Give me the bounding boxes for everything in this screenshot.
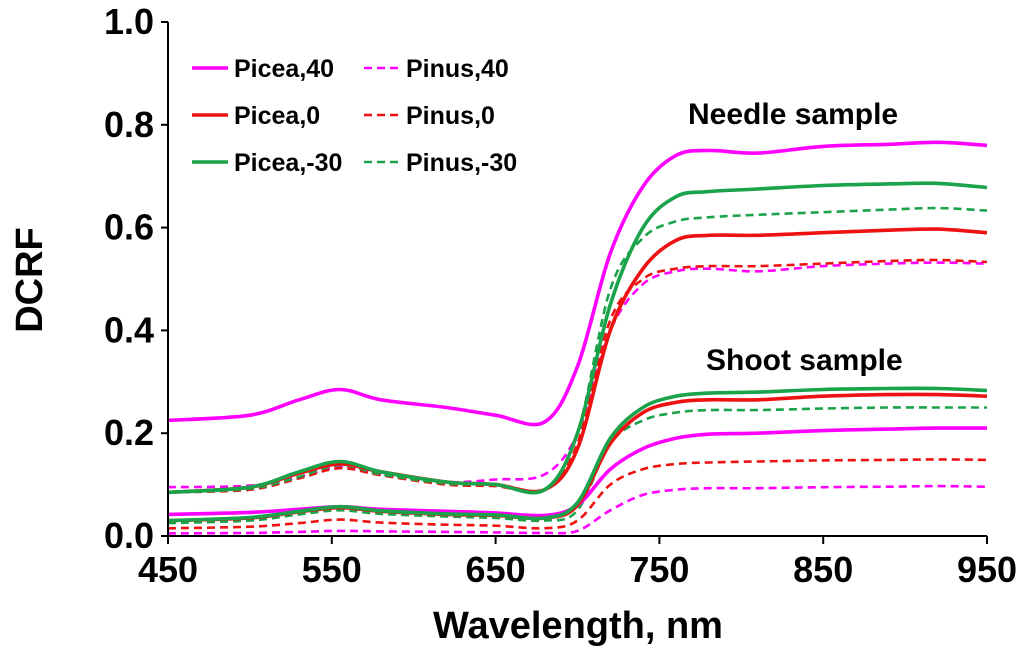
legend-label-picea-30: Picea,-30 <box>234 149 342 177</box>
x-tick-label: 850 <box>793 549 853 590</box>
x-tick-label: 550 <box>302 549 362 590</box>
series-line-needle-pinus-0 <box>167 258 988 494</box>
y-tick-label: 0.0 <box>104 515 154 556</box>
series-line-shoot-pinus-40 <box>167 484 988 535</box>
shoot-sample-annotation: Shoot sample <box>706 344 903 377</box>
series-line-needle-picea-40 <box>167 140 988 427</box>
y-tick-label: 0.8 <box>104 104 154 145</box>
legend: Picea,40 Pinus,40 Picea,0 Pinus,0 Picea,-30 P… <box>192 55 517 177</box>
needle-sample-annotation: Needle sample <box>688 98 898 131</box>
series-layer <box>167 140 988 535</box>
legend-label-pinus-40: Pinus,40 <box>406 55 509 83</box>
x-tick-label: 750 <box>629 549 689 590</box>
y-tick-label: 0.2 <box>104 412 154 453</box>
y-tick-label: 1.0 <box>104 1 154 42</box>
legend-label-picea-0: Picea,0 <box>234 102 320 130</box>
y-axis-title: DCRF <box>9 227 51 333</box>
x-axis-title: Wavelength, nm <box>433 605 723 647</box>
axes-layer: 0.0 0.2 0.4 0.6 0.8 1.0 450 550 650 750 850 950 <box>104 1 1017 590</box>
legend-label-pinus-0: Pinus,0 <box>406 102 495 130</box>
x-tick-label: 450 <box>138 549 198 590</box>
x-tick-label: 950 <box>957 549 1017 590</box>
series-line-needle-picea-0 <box>167 227 988 495</box>
x-tick-label: 650 <box>466 549 526 590</box>
y-tick-label: 0.6 <box>104 207 154 248</box>
series-line-needle-picea-30 <box>167 181 988 495</box>
y-tick-label: 0.4 <box>104 309 154 350</box>
legend-label-pinus-30: Pinus,-30 <box>406 149 517 177</box>
series-line-shoot-pinus-0 <box>167 458 988 530</box>
legend-label-picea-40: Picea,40 <box>234 55 334 83</box>
series-line-shoot-picea-30 <box>167 386 988 523</box>
